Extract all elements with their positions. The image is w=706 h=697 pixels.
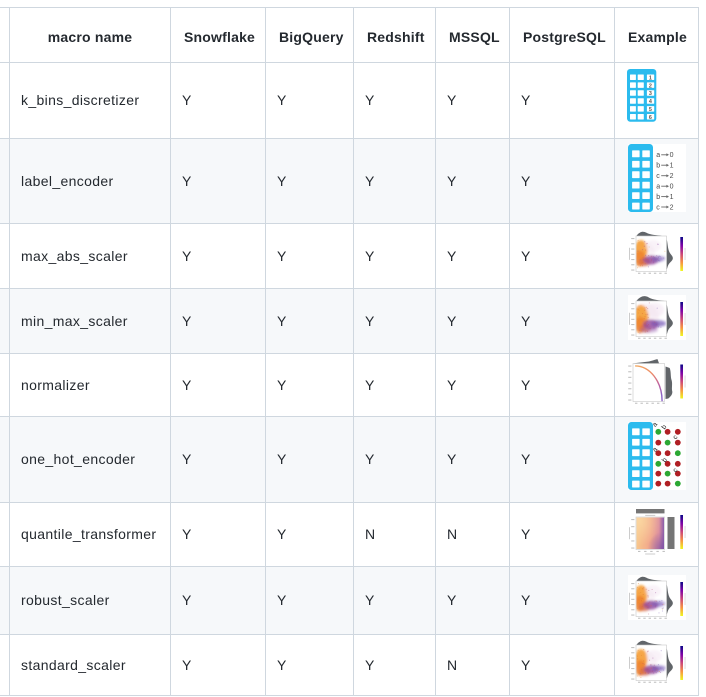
svg-text:b: b bbox=[660, 423, 668, 430]
svg-text:2: 2 bbox=[669, 204, 673, 211]
svg-text:c: c bbox=[671, 467, 679, 474]
svg-text:c: c bbox=[671, 434, 679, 441]
svg-text:b: b bbox=[656, 193, 660, 200]
svg-text:3: 3 bbox=[649, 91, 652, 97]
svg-text:2: 2 bbox=[669, 173, 673, 180]
svg-text:0: 0 bbox=[669, 152, 673, 159]
svg-text:0: 0 bbox=[669, 183, 673, 190]
svg-text:2: 2 bbox=[649, 83, 652, 89]
svg-text:1: 1 bbox=[669, 162, 673, 169]
svg-text:b: b bbox=[656, 162, 660, 169]
svg-text:c: c bbox=[656, 204, 660, 211]
svg-text:a: a bbox=[656, 152, 660, 159]
svg-text:a: a bbox=[651, 422, 659, 428]
svg-text:1: 1 bbox=[669, 193, 673, 200]
svg-text:a: a bbox=[656, 183, 660, 190]
svg-text:6: 6 bbox=[649, 115, 652, 121]
svg-text:5: 5 bbox=[649, 107, 652, 113]
svg-text:c: c bbox=[656, 173, 660, 180]
svg-text:b: b bbox=[661, 456, 669, 463]
svg-text:4: 4 bbox=[649, 99, 652, 105]
svg-text:a: a bbox=[651, 446, 659, 453]
svg-text:1: 1 bbox=[649, 75, 652, 81]
